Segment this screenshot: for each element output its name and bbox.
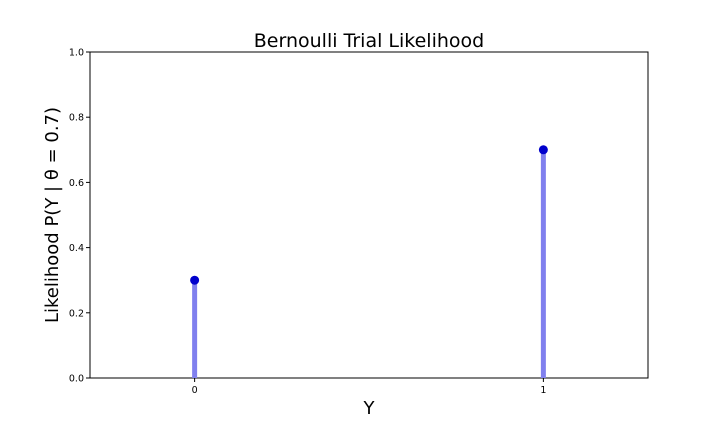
y-tick-label: 1.0 xyxy=(69,48,84,59)
x-tick-label: 1 xyxy=(540,385,546,396)
x-axis-title: Y xyxy=(363,398,376,419)
stem-marker xyxy=(190,275,200,285)
y-tick-label: 0.0 xyxy=(69,374,84,385)
stem-series xyxy=(190,145,548,378)
chart-title: Bernoulli Trial Likelihood xyxy=(254,30,484,52)
y-axis-ticks: 0.0 0.2 0.4 0.6 0.8 1.0 xyxy=(69,48,90,385)
y-axis-title: Likelihood P(Y | θ = 0.7) xyxy=(42,107,63,323)
y-tick-label: 0.8 xyxy=(69,113,84,124)
y-tick-label: 0.6 xyxy=(69,178,84,189)
stem-marker xyxy=(538,145,548,155)
y-tick-label: 0.4 xyxy=(69,243,84,254)
x-tick-label: 0 xyxy=(192,385,198,396)
plot-area xyxy=(89,51,649,379)
y-tick-label: 0.2 xyxy=(69,308,84,319)
